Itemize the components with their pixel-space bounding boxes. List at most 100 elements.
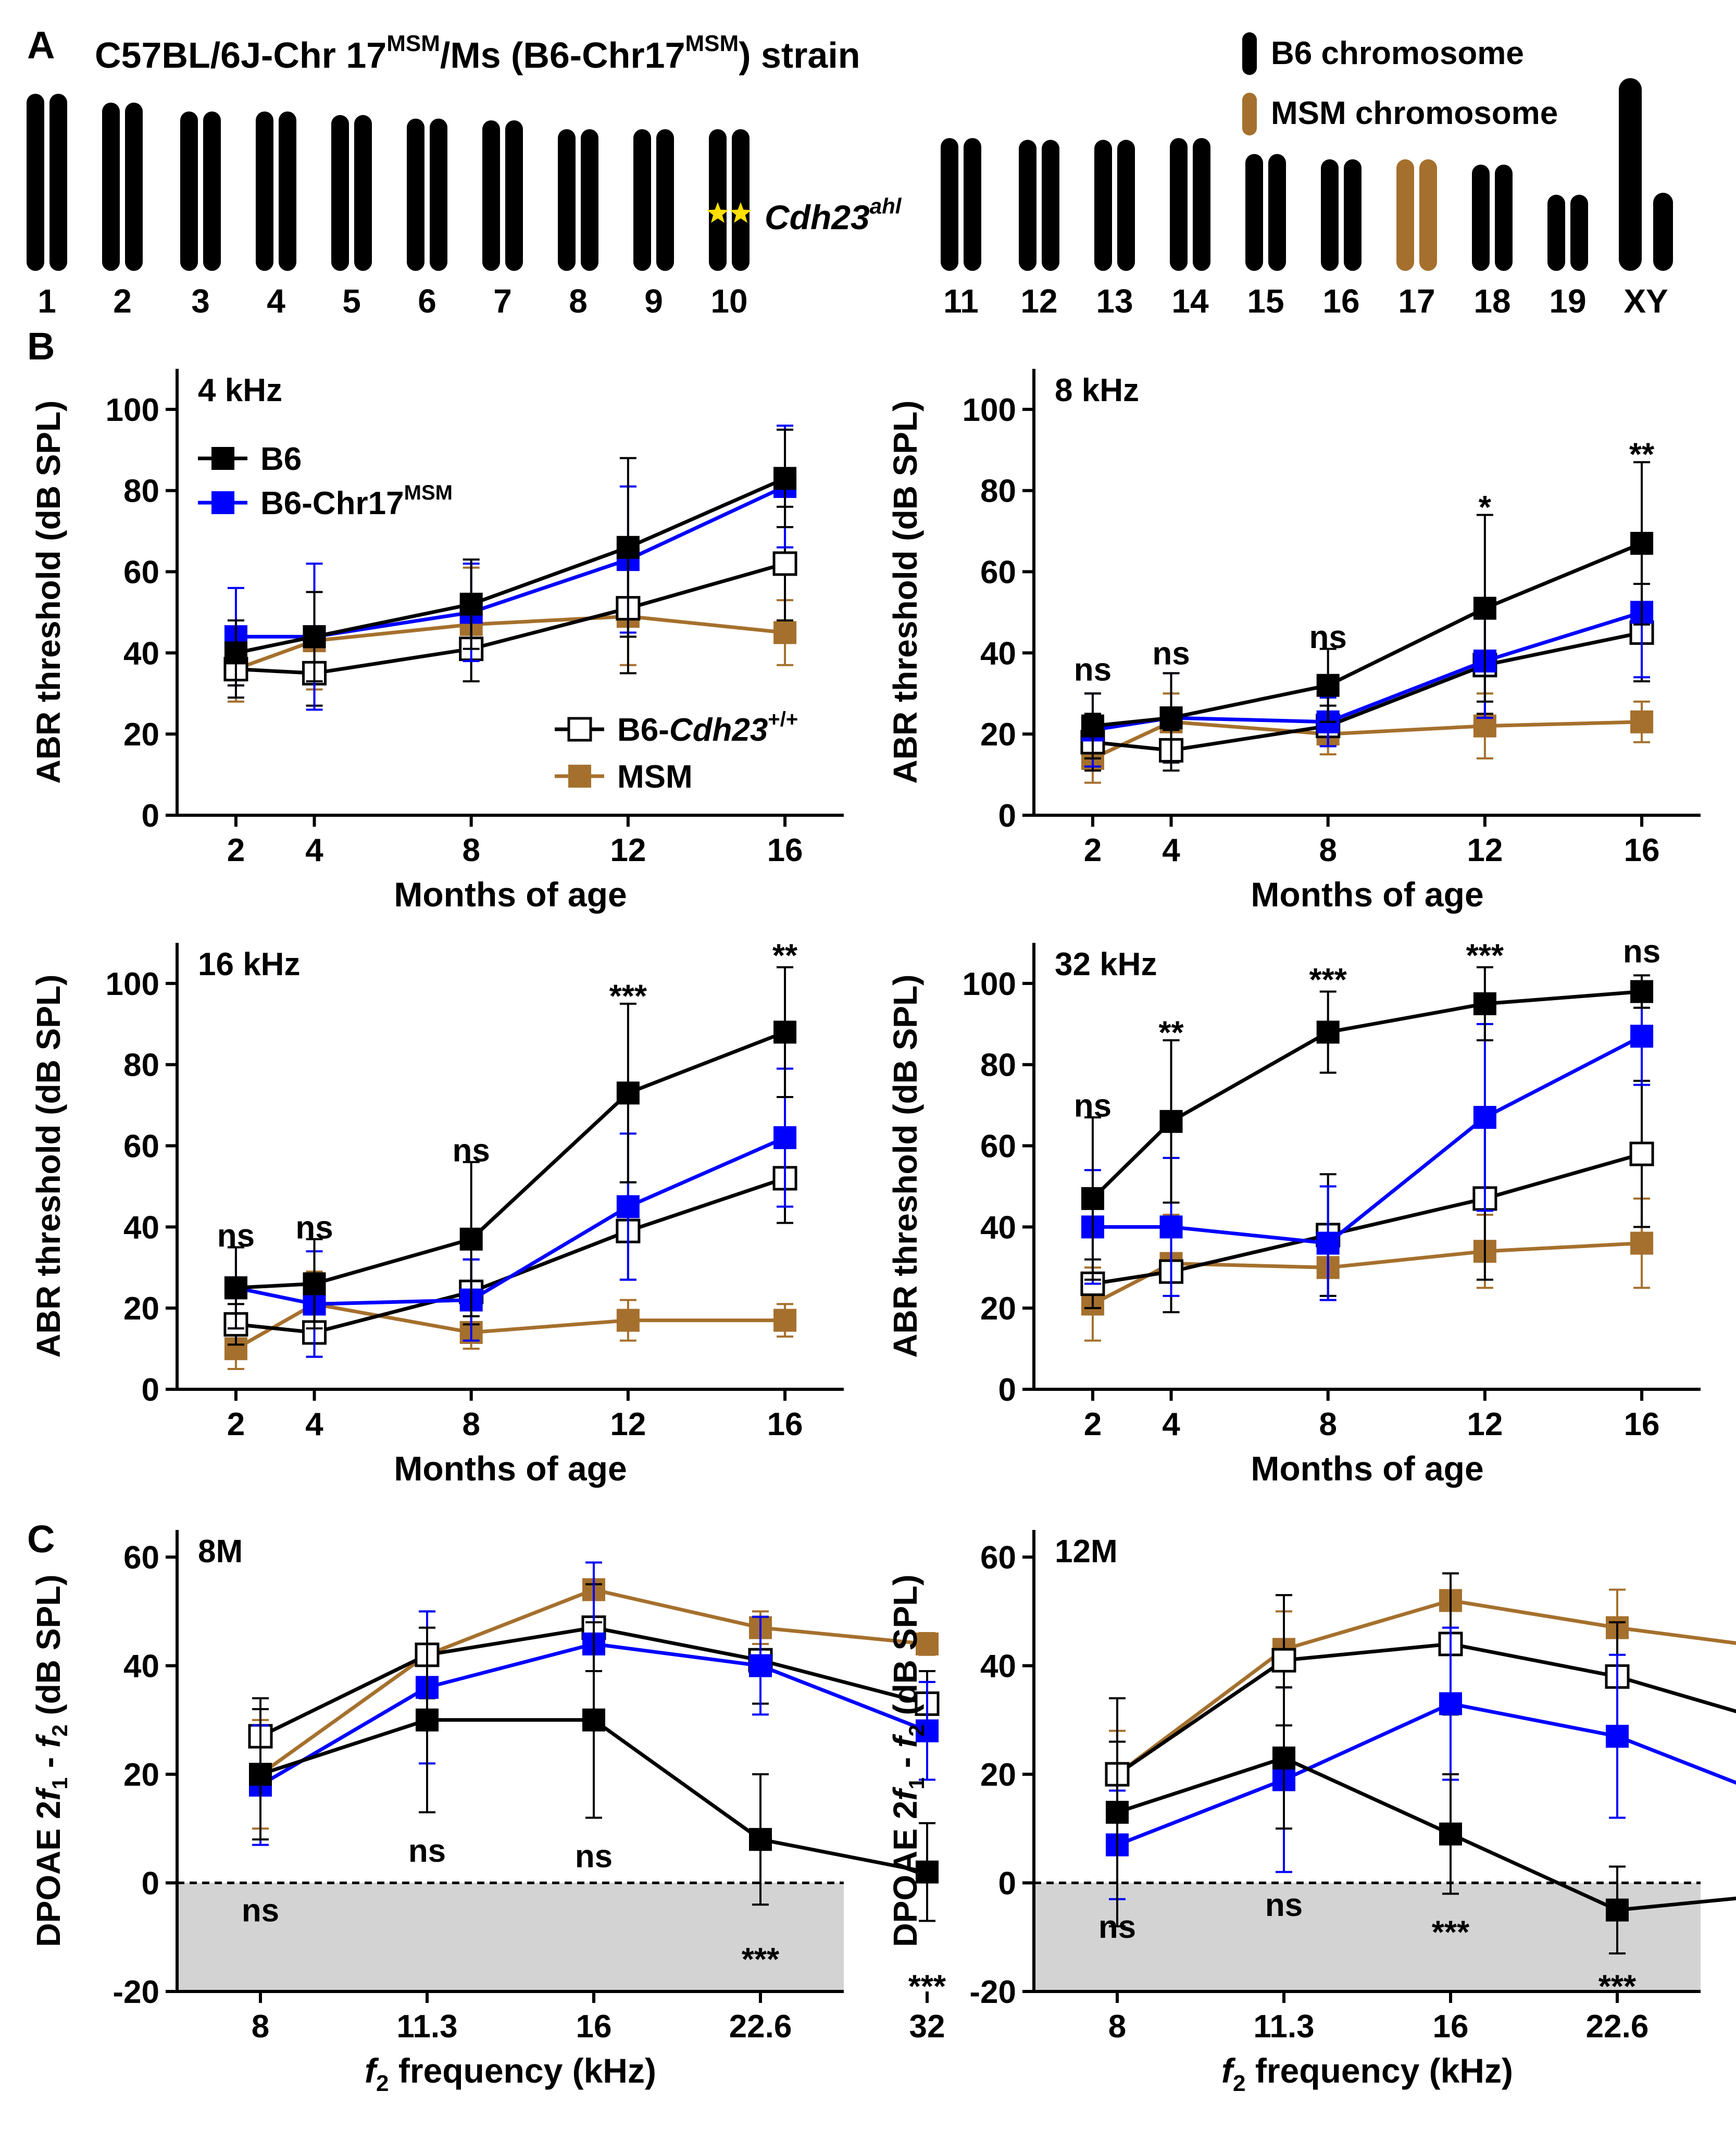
chromosome-number: 7 xyxy=(493,282,512,320)
y-tick-label: 20 xyxy=(123,717,159,753)
x-tick-label: 8 xyxy=(462,1406,480,1442)
data-point xyxy=(1316,674,1340,697)
allele-star-icon xyxy=(730,202,752,223)
y-axis-label: ABR threshold (dB SPL) xyxy=(30,401,67,784)
chart-8-khz: 0 20 40 60 80 100 2 4 8 12 16 Months of age ABR thre… xyxy=(886,369,1701,914)
legend-marker xyxy=(568,765,591,788)
data-point xyxy=(224,1276,247,1300)
significance-label: *** xyxy=(1309,962,1347,998)
strain-title-end: ) strain xyxy=(739,35,860,76)
chromatid-right xyxy=(203,111,221,271)
significance-label: ** xyxy=(1158,1015,1184,1051)
plots-area: 0 20 40 60 80 100 2 4 8 12 16 Months of age ABR thre… xyxy=(30,369,1736,2096)
series-b6 xyxy=(1081,966,1654,1281)
y-tick-label: 100 xyxy=(963,392,1016,428)
series-b6 xyxy=(1106,1686,1736,1955)
legend-label: B6-Chr17MSM xyxy=(260,481,453,521)
panel-label-c: C xyxy=(27,1517,55,1561)
chromosome-number: 1 xyxy=(38,282,56,320)
data-point xyxy=(303,625,326,649)
y-tick-label: 80 xyxy=(123,474,159,509)
x-axis-label: f2 frequency (kHz) xyxy=(1221,2051,1513,2096)
data-point xyxy=(1630,532,1654,555)
data-point xyxy=(773,621,797,644)
chromosome-number: XY xyxy=(1623,282,1668,320)
y-axis-label: DPOAE 2f1 - f2 (dB SPL) xyxy=(886,1574,929,1947)
chromatid-left xyxy=(558,129,576,271)
legend-item-msm: MSM xyxy=(555,759,693,795)
chromosome-14: 14 xyxy=(1170,138,1210,320)
chart-title: 12M xyxy=(1055,1534,1118,1570)
chromosome-number: 15 xyxy=(1247,282,1284,320)
data-point xyxy=(773,467,797,490)
chromosome-legend: B6 chromosome MSM chromosome xyxy=(1242,32,1558,135)
chart-8m: -20 0 20 40 60 8 11.3 16 22.6 32 f2 frequency (kHz… xyxy=(30,1530,946,2096)
legend-marker xyxy=(211,447,234,470)
series-legend: B6 B6-Chr17MSM B6-Cdh23+/+ MSM xyxy=(198,441,798,795)
x-tick-label: 4 xyxy=(1162,832,1180,868)
chromatid-right xyxy=(964,138,981,271)
legend-item-cdh23: B6-Cdh23+/+ xyxy=(555,708,798,748)
x-tick-label: 12 xyxy=(1467,832,1503,868)
y-tick-label: -20 xyxy=(113,1974,159,2010)
series-b6 xyxy=(249,1621,939,1922)
series-b6 xyxy=(224,428,797,687)
chromosome-3: 3 xyxy=(180,111,221,320)
significance-label: *** xyxy=(908,1969,946,2005)
x-tick-label: 8 xyxy=(1319,1406,1337,1442)
chromatid-left xyxy=(102,103,120,271)
chart-4-khz: 0 20 40 60 80 100 2 4 8 12 16 Months of age ABR thre… xyxy=(30,369,844,914)
data-point xyxy=(916,1632,939,1655)
x-axis-label: Months of age xyxy=(394,1449,627,1488)
chromatid-right xyxy=(279,111,296,271)
chromosome-8: 8 xyxy=(558,129,598,320)
significance-label: ns xyxy=(1074,1088,1111,1124)
data-point xyxy=(582,1708,605,1732)
x-tick-label: 4 xyxy=(305,832,323,868)
chromatid-right xyxy=(1117,140,1135,271)
chromatid-right xyxy=(732,129,750,271)
chromosome-17: 17 xyxy=(1396,159,1437,320)
chromosome-number: 5 xyxy=(342,282,361,320)
legend-marker xyxy=(211,491,234,514)
panel-label-b: B xyxy=(27,325,55,368)
y-tick-label: 80 xyxy=(980,474,1016,509)
legend-swatch-b6-chromosome xyxy=(1242,32,1257,75)
chart-title: 4 kHz xyxy=(198,372,282,408)
chromosome-number: 16 xyxy=(1322,282,1359,320)
y-tick-label: 0 xyxy=(142,1866,159,1902)
chromatid-right xyxy=(1193,138,1210,271)
y-tick-label: -20 xyxy=(969,1974,1016,2010)
x-tick-label: 22.6 xyxy=(1586,2009,1649,2045)
chromosome-number: 19 xyxy=(1549,282,1586,320)
y-tick-label: 20 xyxy=(123,1757,159,1793)
chromosome-number: 14 xyxy=(1171,282,1209,320)
data-point xyxy=(1606,1898,1629,1922)
y-tick-label: 40 xyxy=(123,1649,159,1685)
chromosome-number: 10 xyxy=(710,282,747,320)
data-point xyxy=(416,1708,439,1732)
data-point xyxy=(1473,1106,1496,1129)
x-tick-label: 2 xyxy=(1084,832,1102,868)
negative-region-shade xyxy=(177,1883,844,1991)
significance-label: ns xyxy=(295,1210,333,1246)
chromosome-6: 6 xyxy=(407,118,447,320)
chromosome-16: 16 xyxy=(1321,159,1362,320)
chart-16-khz: 0 20 40 60 80 100 2 4 8 12 16 Months of age ABR thre… xyxy=(30,938,844,1488)
significance-label: ** xyxy=(772,938,798,974)
x-tick-label: 22.6 xyxy=(729,2009,792,2045)
chromosome-15: 15 xyxy=(1245,154,1286,320)
data-point xyxy=(224,641,247,665)
data-point xyxy=(1081,714,1104,738)
chromosome-11: 11 xyxy=(941,138,981,320)
y-axis-label: DPOAE 2f1 - f2 (dB SPL) xyxy=(30,1574,72,1947)
strain-title-main: C57BL/6J-Chr 17 xyxy=(95,35,386,76)
gene-allele: ahl xyxy=(870,194,902,218)
data-point xyxy=(772,551,797,576)
data-point xyxy=(1629,1141,1654,1166)
data-point xyxy=(1606,1725,1629,1748)
data-point xyxy=(616,536,640,559)
chart-title: 8 kHz xyxy=(1055,372,1139,408)
y-tick-label: 60 xyxy=(980,555,1016,591)
x-tick-label: 16 xyxy=(1433,2009,1469,2045)
